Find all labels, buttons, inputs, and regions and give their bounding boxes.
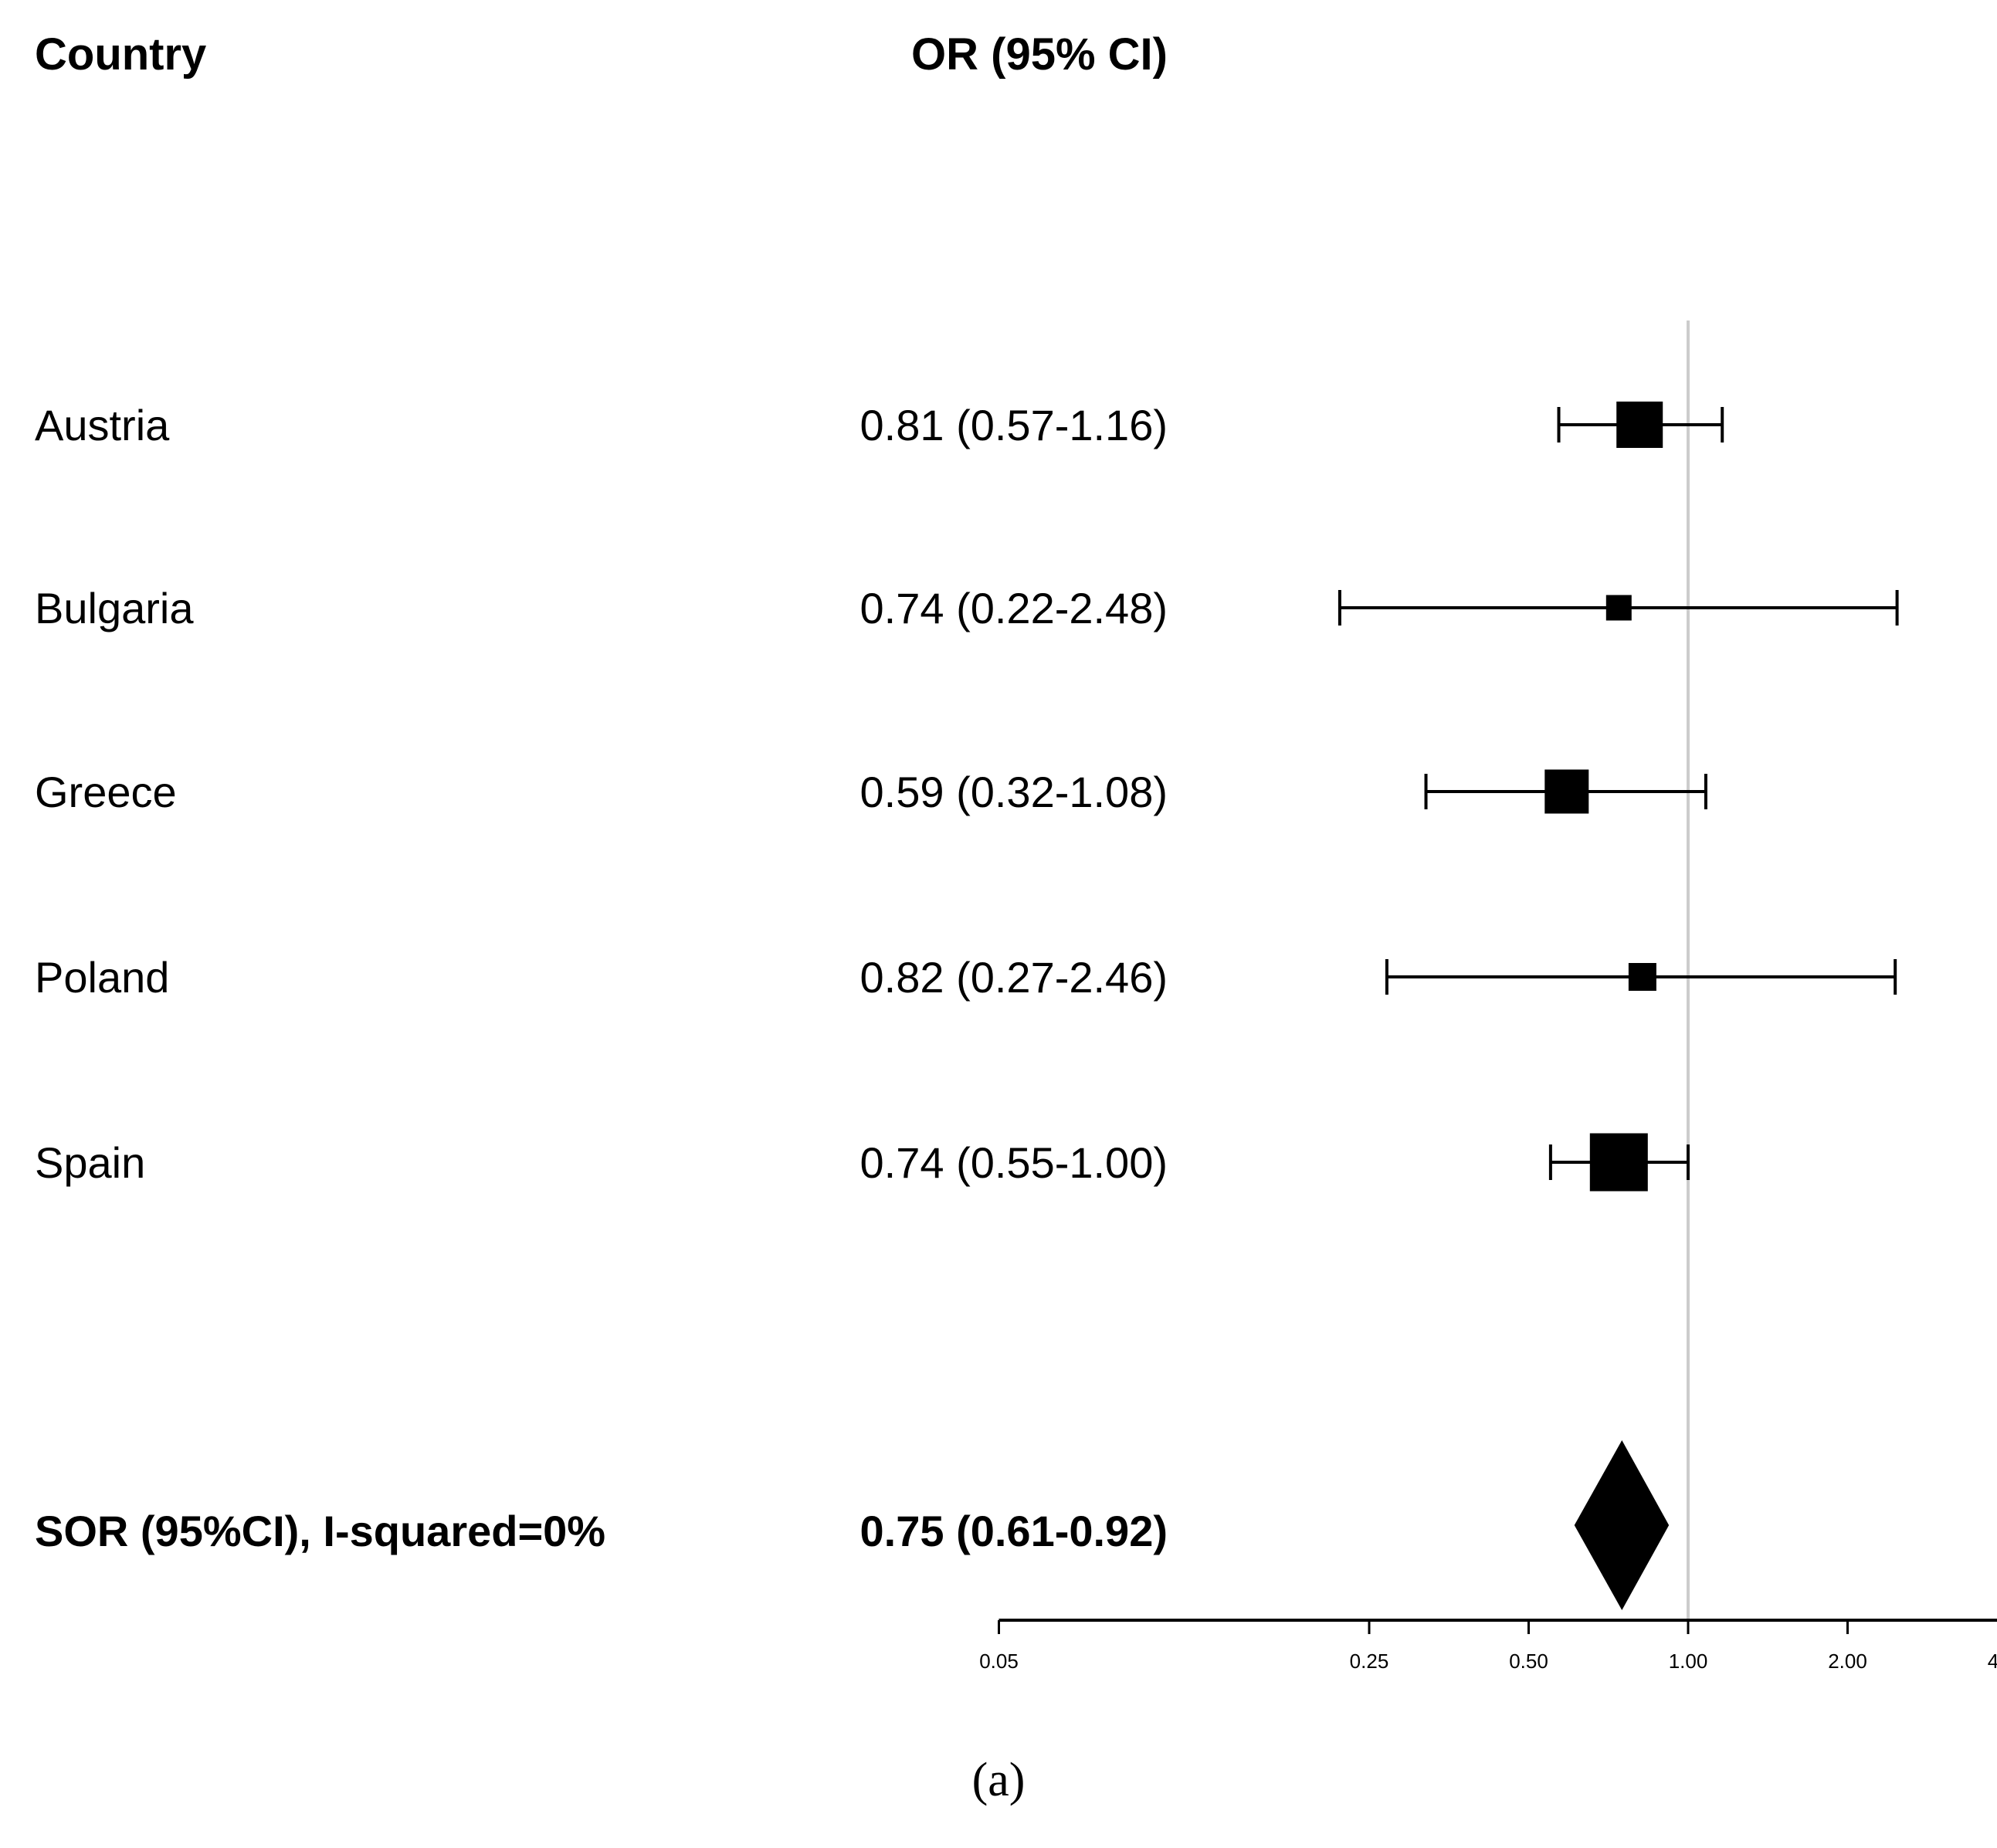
study-country-label: Spain (35, 1138, 145, 1187)
summary-diamond (1574, 1440, 1670, 1610)
x-tick-label: 4.00 (1988, 1650, 1997, 1673)
x-tick-label: 0.25 (1350, 1650, 1389, 1673)
study-rows: Austria 0.81 (0.57-1.16) Bulgaria 0.74 (0.2… (35, 401, 1168, 1187)
study-or-text: 0.82 (0.27-2.46) (860, 953, 1168, 1002)
figure-caption: (a) (972, 1754, 1026, 1806)
study-country-label: Poland (35, 953, 169, 1002)
point-estimate (1544, 769, 1589, 814)
header-or: OR (95% CI) (911, 29, 1168, 80)
point-estimate (1616, 402, 1663, 448)
point-estimate (1605, 595, 1632, 621)
study-or-text: 0.81 (0.57-1.16) (860, 401, 1168, 449)
plot-area: 0.050.250.501.002.004.007.00 (979, 320, 1997, 1673)
summary-label: SOR (95%CI), I-squared=0% (35, 1507, 605, 1555)
x-tick-label: 1.00 (1669, 1650, 1708, 1673)
summary-or-text: 0.75 (0.61-0.92) (860, 1507, 1168, 1555)
study-country-label: Greece (35, 768, 177, 816)
point-estimate (1628, 963, 1656, 991)
x-tick-label: 2.00 (1828, 1650, 1867, 1673)
header-country: Country (35, 29, 206, 80)
x-tick-label: 0.50 (1509, 1650, 1548, 1673)
study-country-label: Austria (35, 401, 170, 449)
study-or-text: 0.59 (0.32-1.08) (860, 768, 1168, 816)
study-or-text: 0.74 (0.55-1.00) (860, 1138, 1168, 1187)
study-country-label: Bulgaria (35, 584, 194, 632)
x-tick-label: 0.05 (979, 1650, 1019, 1673)
point-estimate (1589, 1133, 1648, 1192)
study-or-text: 0.74 (0.22-2.48) (860, 584, 1168, 632)
